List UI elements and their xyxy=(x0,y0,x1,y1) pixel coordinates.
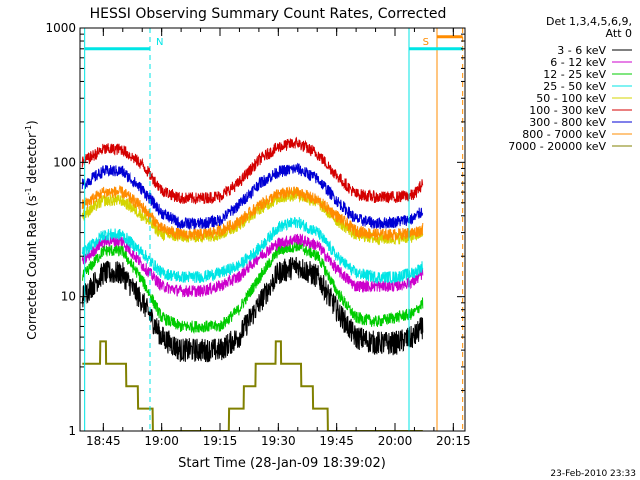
y-axis-label-sup1: -1 xyxy=(24,187,33,195)
x-axis-label: Start Time (28-Jan-09 18:39:02) xyxy=(178,456,386,471)
plot-data xyxy=(81,136,424,431)
chart-title: HESSI Observing Summary Count Rates, Cor… xyxy=(90,6,447,22)
legend-label-7: 800 - 7000 keV xyxy=(522,128,606,141)
footer-timestamp: 23-Feb-2010 23:33 xyxy=(550,469,636,479)
series-line-6 xyxy=(81,162,424,230)
legend-header-line1: Det 1,3,4,5,6,9, xyxy=(546,15,632,28)
y-tick-label: 1 xyxy=(68,424,76,438)
series-line-5 xyxy=(81,136,424,205)
series-line-7 xyxy=(81,185,424,241)
x-tick-label: 19:15 xyxy=(203,434,238,448)
y-axis-label: Corrected Count Rate (s-1 detector-1) xyxy=(24,120,39,339)
legend-label-3: 25 - 50 keV xyxy=(543,80,606,93)
x-tick-label: 19:30 xyxy=(261,434,296,448)
x-tick-label: 20:00 xyxy=(378,434,413,448)
y-tick-label: 1000 xyxy=(45,21,76,35)
y-axis: 1 10 100 1000 xyxy=(45,21,465,438)
legend-label-8: 7000 - 20000 keV xyxy=(508,140,606,153)
interval-label-0: N xyxy=(156,37,163,48)
plot-frame xyxy=(79,27,466,432)
x-tick-label: 20:15 xyxy=(436,434,471,448)
y-tick-label: 100 xyxy=(53,155,76,169)
legend-label-4: 50 - 100 keV xyxy=(536,92,606,105)
interval-label-1: S xyxy=(423,37,429,48)
x-tick-label: 18:45 xyxy=(86,434,121,448)
y-axis-label-end: ) xyxy=(25,120,39,125)
x-tick-label: 19:00 xyxy=(144,434,179,448)
x-axis: 18:45 19:00 19:15 19:30 19:45 20:00 20:15 xyxy=(86,28,471,448)
y-tick-label: 10 xyxy=(61,290,76,304)
legend-label-6: 300 - 800 keV xyxy=(529,116,606,129)
legend-header-line2: Att 0 xyxy=(606,27,632,40)
series-line-3 xyxy=(81,217,424,285)
series-line-2 xyxy=(81,240,424,335)
series-line-0 xyxy=(81,256,424,363)
legend-label-0: 3 - 6 keV xyxy=(557,44,606,57)
series-line-1 xyxy=(81,233,424,298)
legend-label-2: 12 - 25 keV xyxy=(543,68,606,81)
y-axis-label-sup2: -1 xyxy=(24,125,33,133)
y-axis-label-main: Corrected Count Rate (s xyxy=(25,195,39,339)
legend-label-5: 100 - 300 keV xyxy=(529,104,606,117)
legend-label-1: 6 - 12 keV xyxy=(550,56,606,69)
x-tick-label: 19:45 xyxy=(319,434,354,448)
series-line-8 xyxy=(82,340,423,431)
y-axis-label-mid: detector xyxy=(25,133,39,188)
